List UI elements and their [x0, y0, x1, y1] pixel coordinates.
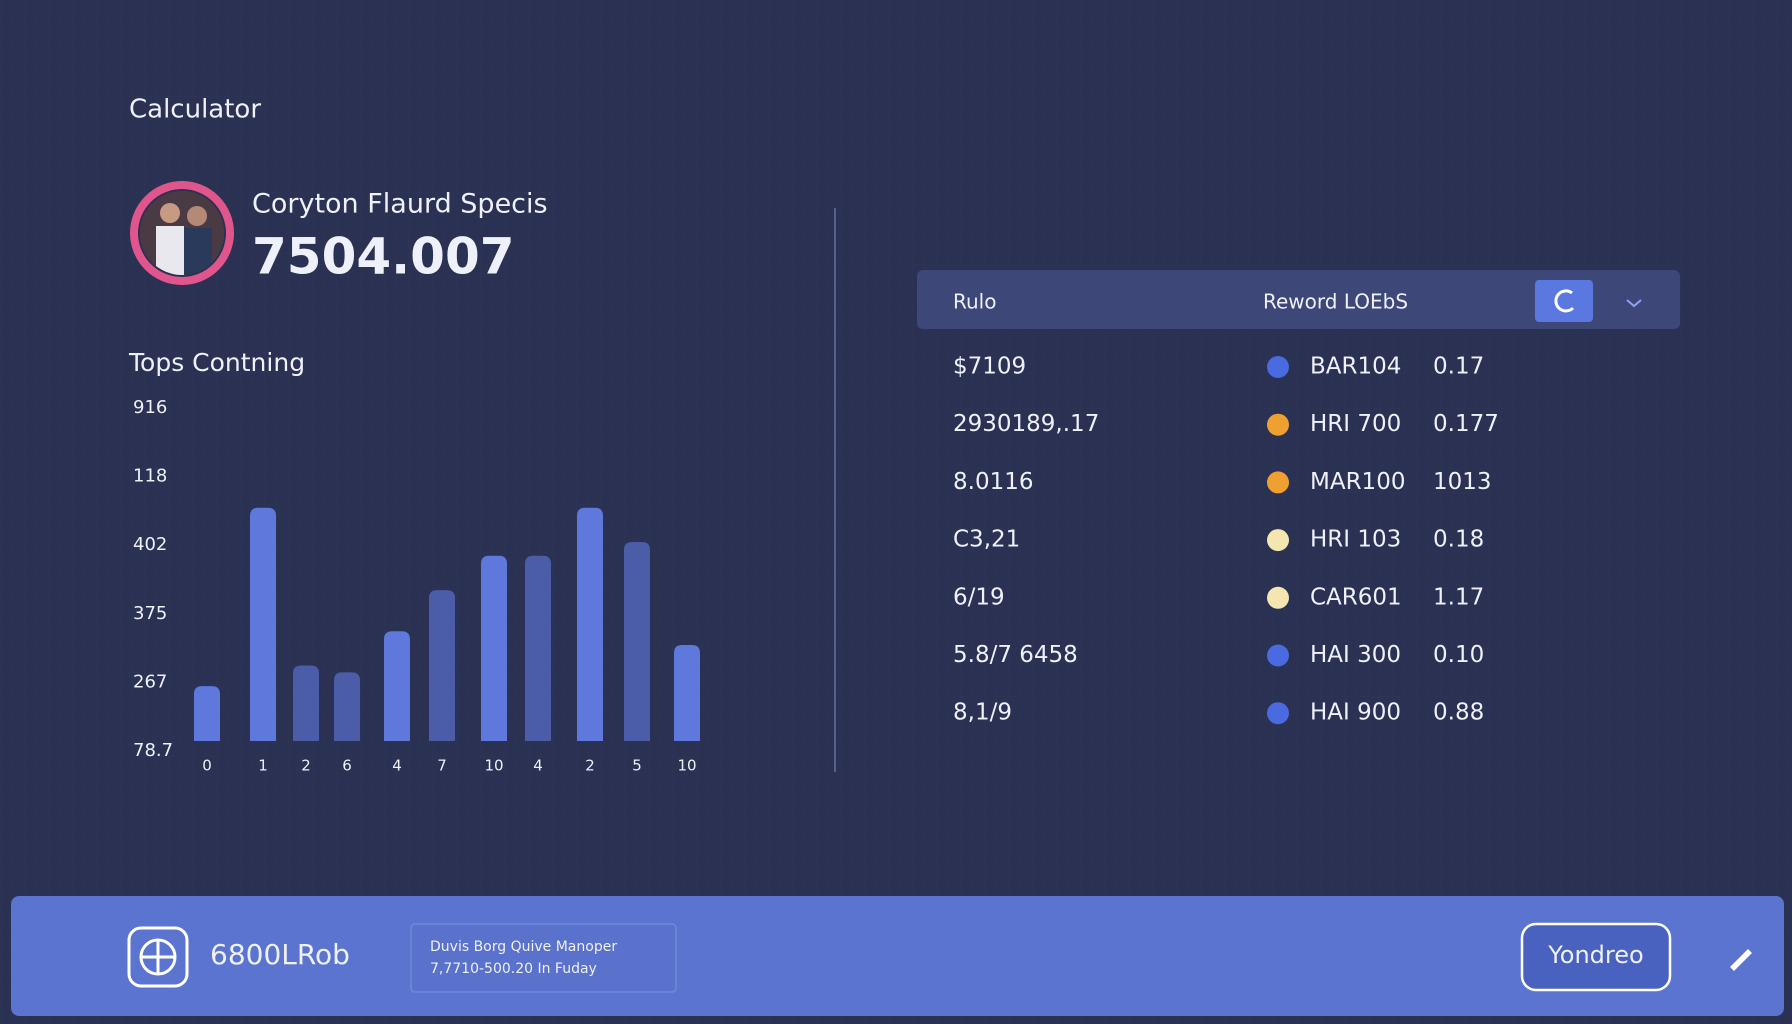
table-cell-amount: 5.8/7 6458: [953, 642, 1078, 668]
table-cell-reward: 0.177: [1433, 411, 1499, 437]
dropdown-chevron[interactable]: [1626, 299, 1642, 308]
info-line: 7,7710-500.20 In Fuday: [430, 961, 597, 977]
table-cell-amount: 2930189,.17: [953, 411, 1099, 437]
table-cell-reward: 0.10: [1433, 642, 1484, 668]
table-cell-reward: 1.17: [1433, 584, 1484, 610]
page-title: Calculator: [129, 95, 261, 125]
refresh-button[interactable]: [1535, 280, 1593, 322]
bar: [250, 507, 276, 741]
y-axis-label: 916: [133, 397, 167, 418]
profile-value: 7504.007: [252, 228, 515, 286]
x-axis-label: 1: [258, 757, 268, 775]
chart-title: Tops Contning: [128, 348, 305, 377]
table-cell-amount: 8.0116: [953, 469, 1033, 495]
token-icon: [1267, 586, 1289, 609]
bar: [384, 631, 410, 741]
token-icon: [1267, 702, 1289, 725]
table-header-cell: Reword LOEbS: [1263, 290, 1408, 314]
table-cell-token: HRI 103: [1310, 527, 1401, 553]
bar: [194, 686, 220, 741]
table-cell-amount: 6/19: [953, 584, 1005, 610]
footer-brand: 6800LRob: [210, 938, 350, 971]
x-axis-label: 5: [632, 757, 642, 775]
x-axis-label: 2: [585, 757, 595, 775]
bar: [429, 590, 455, 741]
table-header: Rulo Reword LOEbS: [917, 270, 1680, 329]
y-axis-label: 267: [133, 671, 167, 692]
table-cell-reward: 0.18: [1433, 527, 1484, 553]
y-axis-label: 375: [133, 603, 167, 624]
x-axis-label: 10: [677, 757, 696, 775]
y-axis-label: 118: [133, 466, 167, 487]
action-button-label[interactable]: Yondreo: [1547, 941, 1643, 969]
bar: [624, 542, 650, 741]
token-icon: [1267, 356, 1289, 378]
edit-icon[interactable]: [1730, 949, 1752, 971]
token-icon: [1267, 471, 1289, 494]
bar: [674, 644, 700, 741]
table-cell-token: MAR100: [1310, 469, 1405, 495]
y-axis-label: 78.7: [133, 740, 173, 761]
x-axis-label: 4: [533, 757, 543, 775]
x-axis-label: 7: [437, 757, 447, 775]
table-cell-token: CAR601: [1310, 584, 1402, 610]
bar: [525, 555, 551, 741]
table-header-cell: Rulo: [953, 290, 996, 314]
bar: [577, 507, 603, 741]
table-cell-token: HAI 300: [1310, 642, 1401, 668]
table-cell-token: HAI 900: [1310, 700, 1401, 726]
info-line: Duvis Borg Quive Manoper: [430, 939, 617, 955]
x-axis-label: 0: [202, 757, 212, 775]
table-cell-amount: C3,21: [953, 527, 1020, 553]
profile-name: Coryton Flaurd Specis: [252, 189, 548, 220]
bar: [293, 665, 319, 741]
table-cell-reward: 1013: [1433, 469, 1492, 495]
x-axis-label: 2: [301, 757, 311, 775]
token-icon: [1267, 529, 1289, 552]
action-button[interactable]: Yondreo: [1520, 922, 1672, 992]
bar: [334, 672, 360, 741]
x-axis-label: 6: [342, 757, 352, 775]
info-box: [410, 923, 677, 993]
token-icon: [1267, 644, 1289, 667]
x-axis-label: 4: [392, 757, 402, 775]
token-icon: [1267, 413, 1289, 436]
bar: [481, 555, 507, 741]
table-cell-reward: 0.17: [1433, 354, 1484, 380]
table-cell-amount: 8,1/9: [953, 700, 1012, 726]
table-cell-reward: 0.88: [1433, 700, 1484, 726]
avatar: [130, 181, 234, 285]
y-axis-label: 402: [133, 534, 167, 555]
footer: 6800LRob Duvis Borg Quive Manoper 7,7710…: [11, 896, 1784, 1016]
table-cell-token: HRI 700: [1310, 411, 1401, 437]
footer-icon: [127, 926, 189, 988]
x-axis-label: 10: [484, 757, 503, 775]
bar-chart: 78.7 267 375 402 118 916 0 1 2 6 4 7 10 4 2 5 10: [133, 397, 700, 775]
table-cell-token: BAR104: [1310, 354, 1401, 380]
table-body: $7109 BAR104 0.17 2930189,.17 HRI 700 0.177 8.…: [953, 354, 1499, 726]
table-cell-amount: $7109: [953, 354, 1026, 380]
